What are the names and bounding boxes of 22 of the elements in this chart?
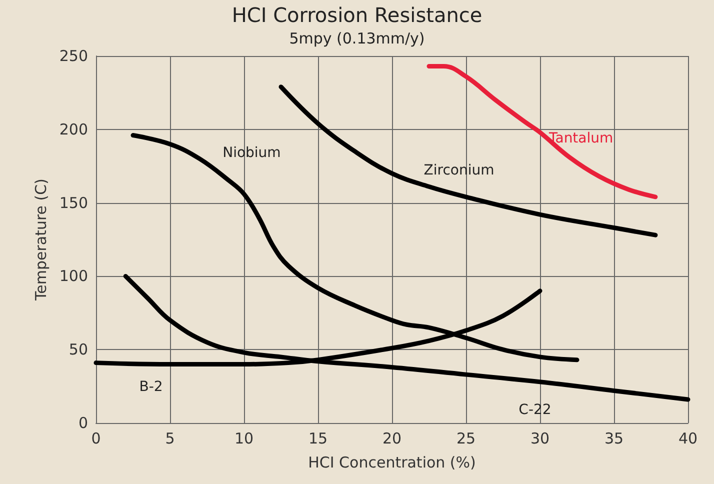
x-tick-label: 15: [308, 430, 328, 448]
x-tick-label: 40: [678, 430, 698, 448]
y-tick-label: 150: [59, 194, 88, 212]
y-tick-label: 100: [59, 267, 88, 286]
y-tick-label: 250: [59, 47, 88, 65]
y-tick-label: 200: [59, 120, 88, 138]
x-tick-label: 25: [456, 430, 476, 448]
x-tick-label: 35: [604, 430, 624, 448]
chart-title: HCI Corrosion Resistance: [232, 3, 482, 27]
y-axis-title: Temperature (C): [32, 178, 50, 302]
x-tick-label: 0: [91, 430, 101, 448]
y-tick-label: 50: [68, 340, 88, 359]
line-series: [278, 84, 658, 238]
y-tick-label: 0: [78, 414, 88, 432]
x-tick-label: 30: [530, 430, 550, 448]
x-tick-label: 5: [165, 430, 175, 448]
x-tick-label: 20: [382, 430, 402, 448]
x-tick-label: 10: [234, 430, 254, 448]
series-label: B-2: [139, 378, 163, 395]
x-axis-title: HCI Concentration (%): [308, 454, 476, 472]
series-label: Tantalum: [548, 130, 614, 146]
chart-subtitle: 5mpy (0.13mm/y): [289, 30, 425, 48]
